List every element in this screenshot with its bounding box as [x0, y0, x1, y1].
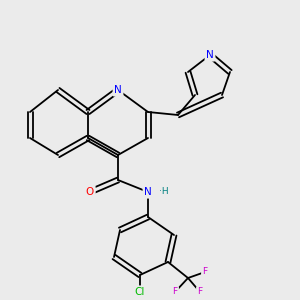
Text: N: N [114, 85, 122, 95]
Text: N: N [206, 50, 214, 60]
Text: O: O [86, 187, 94, 197]
Text: N: N [144, 187, 152, 197]
Text: F: F [202, 268, 208, 277]
Text: F: F [197, 287, 202, 296]
Text: F: F [172, 287, 178, 296]
Text: ·H: ·H [159, 188, 169, 196]
Text: Cl: Cl [135, 287, 145, 297]
